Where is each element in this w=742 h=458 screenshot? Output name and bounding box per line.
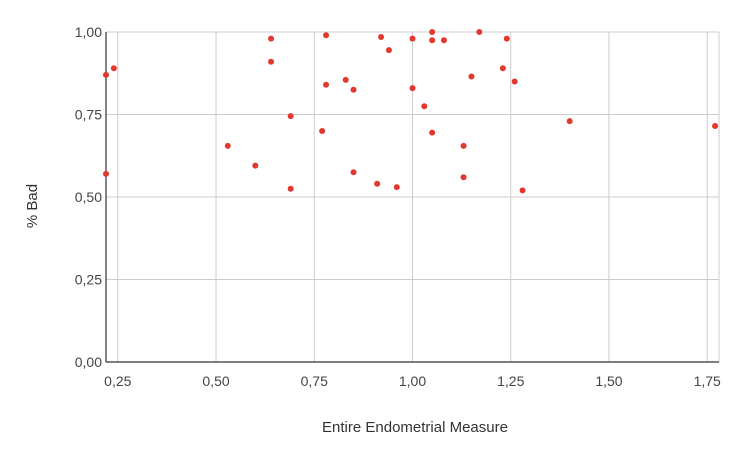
data-point xyxy=(409,85,416,92)
x-tick-label: 1,00 xyxy=(399,373,426,389)
data-point xyxy=(712,123,719,130)
x-axis-title: Entire Endometrial Measure xyxy=(322,419,508,436)
y-tick-label: 0,25 xyxy=(75,272,102,288)
data-point xyxy=(511,78,518,85)
data-point xyxy=(268,58,275,65)
data-point xyxy=(429,29,436,35)
data-point xyxy=(350,86,357,93)
data-point xyxy=(374,180,381,187)
data-points xyxy=(103,29,719,194)
x-tick-label: 1,50 xyxy=(595,373,622,389)
x-tick-label: 0,75 xyxy=(301,373,328,389)
data-point xyxy=(385,47,392,54)
y-tick-label: 0,00 xyxy=(75,354,102,370)
data-point xyxy=(476,29,483,35)
data-point xyxy=(409,35,416,42)
y-axis-title: % Bad xyxy=(24,184,41,228)
y-tick-label: 0,75 xyxy=(75,107,102,123)
grid xyxy=(106,31,720,362)
data-point xyxy=(224,142,231,149)
data-point xyxy=(350,169,357,176)
data-point xyxy=(460,174,467,181)
axes xyxy=(105,32,719,363)
data-point xyxy=(503,35,510,42)
data-point xyxy=(429,37,436,44)
data-point xyxy=(460,142,467,149)
data-point xyxy=(323,81,330,88)
data-point xyxy=(110,65,117,72)
data-point xyxy=(519,187,526,194)
data-point xyxy=(268,35,275,42)
data-point xyxy=(499,65,506,72)
data-point xyxy=(342,76,349,83)
x-tick-label: 1,25 xyxy=(497,373,524,389)
data-point xyxy=(429,129,436,136)
data-point xyxy=(566,118,573,125)
data-point xyxy=(103,170,109,177)
data-point xyxy=(103,71,109,78)
data-point xyxy=(252,162,259,169)
data-point xyxy=(468,73,475,80)
data-point xyxy=(421,103,428,110)
data-point xyxy=(287,113,294,120)
y-tick-label: 0,50 xyxy=(75,189,102,205)
x-tick-label: 0,25 xyxy=(104,373,131,389)
x-tick-label: 1,75 xyxy=(694,373,721,389)
data-point xyxy=(440,37,447,44)
data-point xyxy=(287,185,294,192)
tick-labels: 0,000,250,500,751,000,25 0,50 0,75 1,00 1,25… xyxy=(75,24,721,389)
x-tick-label: 0,50 xyxy=(202,373,229,389)
data-point xyxy=(393,184,400,191)
y-tick-label: 1,00 xyxy=(75,24,102,40)
data-point xyxy=(323,32,330,39)
data-point xyxy=(319,128,326,134)
data-point xyxy=(378,33,385,40)
